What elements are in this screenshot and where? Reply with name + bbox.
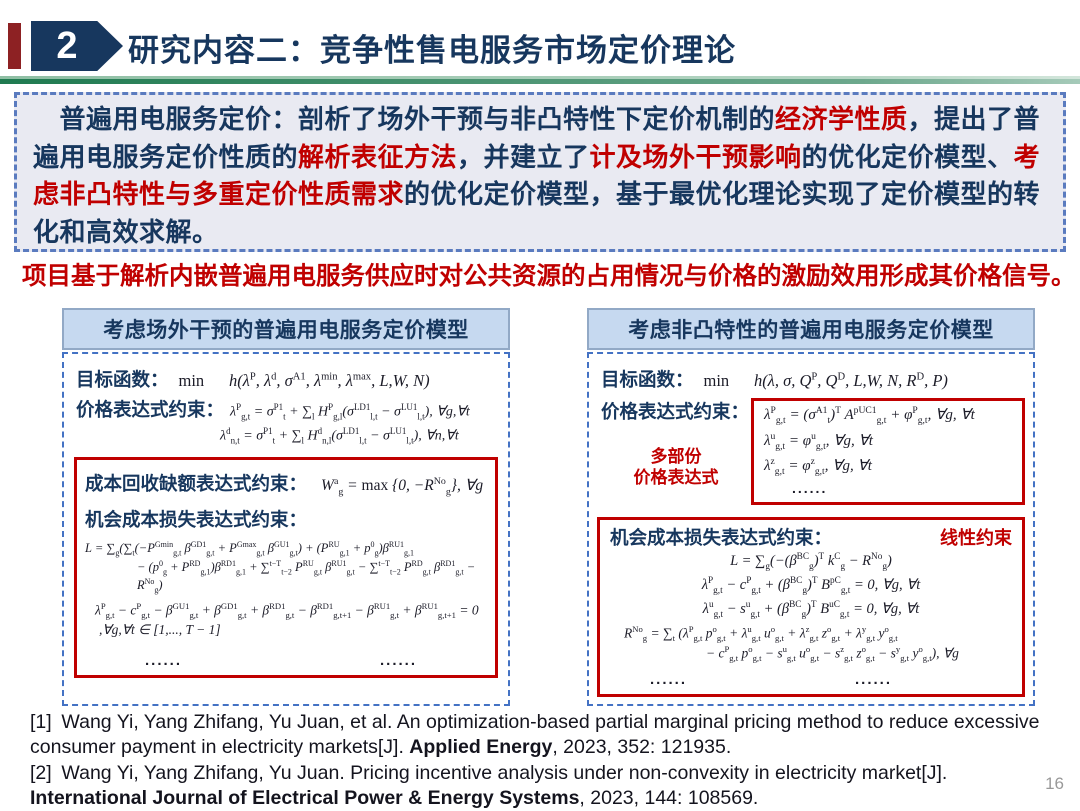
loss-formula-1: L = ∑g(∑t(−PGming,t βGD1g,t + PGmaxg,t β… — [85, 539, 415, 558]
objective-row: 目标函数： min h(λP, λd, σA1, λmin, λmax, L,W… — [76, 366, 502, 392]
ellipsis: ...... — [145, 651, 183, 669]
price-formula-1: λPg,t = (σA1t)T ApUC1g,t + φPg,t, ∀g, ∀t — [764, 405, 975, 426]
objective-label: 目标函数： — [601, 369, 694, 390]
left-model-panel: 考虑场外干预的普遍用电服务定价模型 目标函数： min h(λP, λd, σA… — [62, 308, 510, 706]
reference-1: [1] Wang Yi, Yang Zhifang, Yu Juan, et a… — [30, 711, 1040, 759]
section-number-badge: 2 — [31, 21, 123, 71]
summary-box: 普遍用电服务定价：剖析了场外干预与非凸特性下定价机制的经济学性质，提出了普遍用电… — [14, 92, 1066, 252]
objective-formula: min h(λP, λd, σA1, λmin, λmax, L,W, N) — [178, 371, 430, 390]
summary-text: 普遍用电服务定价：剖析了场外干预与非凸特性下定价机制的经济学性质，提出了普遍用电… — [33, 104, 1041, 248]
ellipsis-row: ...... ...... — [85, 652, 487, 669]
ellipsis: ...... — [650, 670, 688, 688]
loss-formula-2: λPg,t − cPg,t + (βBCg)T BpCg,t = 0, ∀g, … — [701, 576, 921, 596]
page-number: 16 — [1045, 774, 1064, 793]
left-model-title: 考虑场外干预的普遍用电服务定价模型 — [62, 308, 510, 350]
price-constraint-section: 价格表达式约束： 多部份 价格表达式 λPg,t = (σA1t)T ApUC1… — [601, 398, 1027, 505]
opportunity-cost-head: 机会成本损失表达式约束： 线性约束 — [610, 524, 1012, 550]
ellipsis: ...... — [792, 479, 828, 496]
loss-formula-2: − (p0g + PRDg,1)βRD1g,1 + ∑t−Tt−2 PRUg,t… — [137, 559, 476, 595]
left-constraint-box: 成本回收缺额表达式约束： Wag = max {0, −RNog}, ∀g 机会… — [74, 457, 498, 678]
ellipsis: ...... — [379, 651, 417, 669]
slide-title: 研究内容二：竞争性售电服务市场定价理论 — [128, 33, 736, 68]
right-model-panel: 考虑非凸特性的普遍用电服务定价模型 目标函数： min h(λ, σ, QP, … — [587, 308, 1035, 706]
references: [1] Wang Yi, Yang Zhifang, Yu Juan, et a… — [30, 710, 1050, 811]
loss-formula-3: λPg,t − cPg,t − βGU1g,t + βGD1g,t + βRD1… — [95, 600, 479, 620]
header-accent-bar — [8, 23, 21, 69]
cost-recovery-label: 成本回收缺额表达式约束： — [85, 473, 308, 495]
opportunity-cost-box: 机会成本损失表达式约束： 线性约束 L = ∑g(−(βBCg)T kCg − … — [597, 516, 1025, 697]
left-model-body: 目标函数： min h(λP, λd, σA1, λmin, λmax, L,W… — [62, 352, 510, 706]
key-statement: 项目基于解析内嵌普遍用电服务供应时对公共资源的占用情况与价格的激励效用形成其价格… — [22, 263, 1076, 290]
loss-formula-1: L = ∑g(−(βBCg)T kCg − RNog) — [730, 551, 892, 572]
rno-formula-1: RNog = ∑t (λPg,t pog,t + λug,t uog,t + λ… — [624, 624, 898, 644]
cost-recovery-formula: Wag = max {0, −RNog}, ∀g — [321, 476, 484, 498]
objective-row: 目标函数： min h(λ, σ, QP, QD, L,W, N, RD, P) — [601, 366, 1027, 392]
loss-formula-3: λug,t − sug,t + (βBCg)T BuCg,t = 0, ∀g, … — [702, 600, 920, 621]
multipart-label-line2: 价格表达式 — [633, 468, 719, 488]
loss-formula-4: ,∀g,∀t ∈ [1,..., T − 1] — [99, 621, 221, 637]
price-constraint-label: 价格表达式约束： — [601, 401, 750, 422]
rno-formula-2: − cPg,t pog,t − sug,t uog,t − szg,t zog,… — [706, 643, 959, 663]
price-constraint-labels: 价格表达式约束： 多部份 价格表达式 — [601, 398, 751, 505]
right-model-title: 考虑非凸特性的普遍用电服务定价模型 — [587, 308, 1035, 350]
header-underline — [0, 76, 1080, 84]
objective-label: 目标函数： — [76, 369, 169, 390]
opportunity-cost-label: 机会成本损失表达式约束： — [85, 508, 308, 530]
price-formula-2: λdn,t = σP1t + ∑l Hdn,l(σLD1l,t − σLU1l,… — [220, 426, 459, 446]
price-formula-box: λPg,t = (σA1t)T ApUC1g,t + φPg,t, ∀g, ∀t… — [751, 398, 1025, 505]
model-panels: 考虑场外干预的普遍用电服务定价模型 目标函数： min h(λP, λd, σA… — [62, 308, 1035, 706]
price-formula-3: λzg,t = φzg,t, ∀g, ∀t — [764, 456, 872, 478]
price-constraint-row: 价格表达式约束： λPg,t = σP1t + ∑l HPg,l(σLD1l,t… — [76, 396, 502, 422]
multipart-price-label: 多部份 价格表达式 — [601, 446, 751, 489]
multipart-label-line1: 多部份 — [650, 447, 702, 466]
section-number: 2 — [56, 25, 78, 67]
reference-2: [2] Wang Yi, Yang Zhifang, Yu Juan. Pric… — [30, 761, 948, 810]
ellipsis-row: ...... ...... — [610, 671, 1012, 688]
cost-recovery-row: 成本回收缺额表达式约束： Wag = max {0, −RNog}, ∀g — [85, 470, 487, 497]
ellipsis: ...... — [854, 670, 892, 688]
price-constraint-label: 价格表达式约束： — [76, 399, 225, 420]
right-model-body: 目标函数： min h(λ, σ, QP, QD, L,W, N, RD, P)… — [587, 352, 1035, 706]
price-formula-1: λPg,t = σP1t + ∑l HPg,l(σLD1l,t − σLU1l,… — [230, 402, 470, 422]
linear-constraint-tag: 线性约束 — [940, 527, 1012, 548]
price-formula-2: λug,t = φug,t, ∀g, ∀t — [764, 430, 873, 452]
slide-header: 2 研究内容二：竞争性售电服务市场定价理论 — [0, 0, 1080, 84]
opportunity-cost-label: 机会成本损失表达式约束： — [610, 526, 833, 548]
objective-formula: min h(λ, σ, QP, QD, L,W, N, RD, P) — [703, 371, 948, 390]
